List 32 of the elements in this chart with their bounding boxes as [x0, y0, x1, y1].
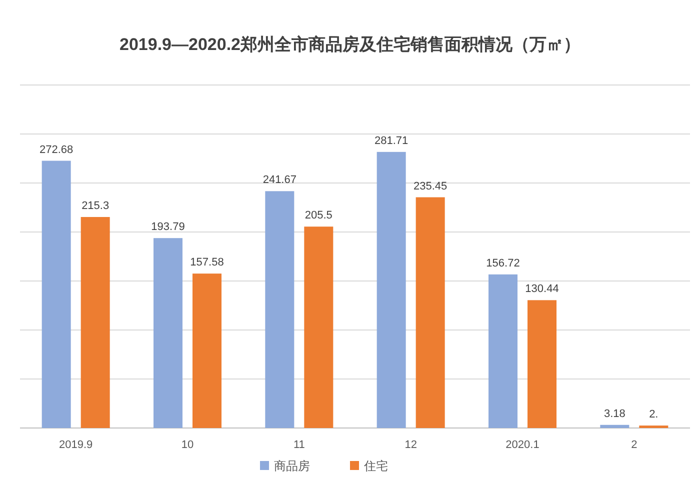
- data-label: 157.58: [190, 256, 224, 269]
- data-label: 281.71: [374, 134, 408, 147]
- bar: [488, 274, 518, 428]
- x-tick-label: 2020.1: [506, 439, 540, 451]
- bar: [528, 300, 556, 428]
- bar: [80, 217, 110, 428]
- data-label: 130.44: [525, 283, 559, 296]
- bar: [192, 274, 222, 428]
- data-label: 2.: [649, 408, 658, 421]
- bar: [154, 238, 182, 428]
- data-label: 205.5: [304, 210, 332, 222]
- x-tick-label: 2: [631, 439, 638, 451]
- data-label: 3.18: [604, 408, 626, 420]
- bar: [376, 152, 406, 428]
- bar: [416, 197, 445, 428]
- bar: [265, 191, 294, 428]
- legend-label: 商品房: [274, 459, 310, 473]
- x-tick-label: 12: [404, 439, 417, 451]
- x-tick-label: 11: [293, 439, 305, 451]
- bar: [600, 424, 630, 428]
- chart-title: 2019.9—2020.2郑州全市商品房及住宅销售面积情况（万㎡）: [120, 35, 580, 54]
- legend-label: 住宅: [363, 459, 388, 473]
- data-label: 272.68: [40, 144, 74, 156]
- bar: [304, 226, 334, 428]
- data-label: 241.67: [262, 174, 296, 186]
- data-label: 215.3: [82, 200, 110, 212]
- x-tick-label: 2019.9: [59, 439, 93, 451]
- data-label: 193.79: [151, 221, 185, 234]
- data-label: 156.72: [486, 257, 520, 270]
- x-tick-label: 10: [181, 439, 194, 451]
- bar: [42, 160, 71, 428]
- data-label: 235.45: [414, 180, 448, 192]
